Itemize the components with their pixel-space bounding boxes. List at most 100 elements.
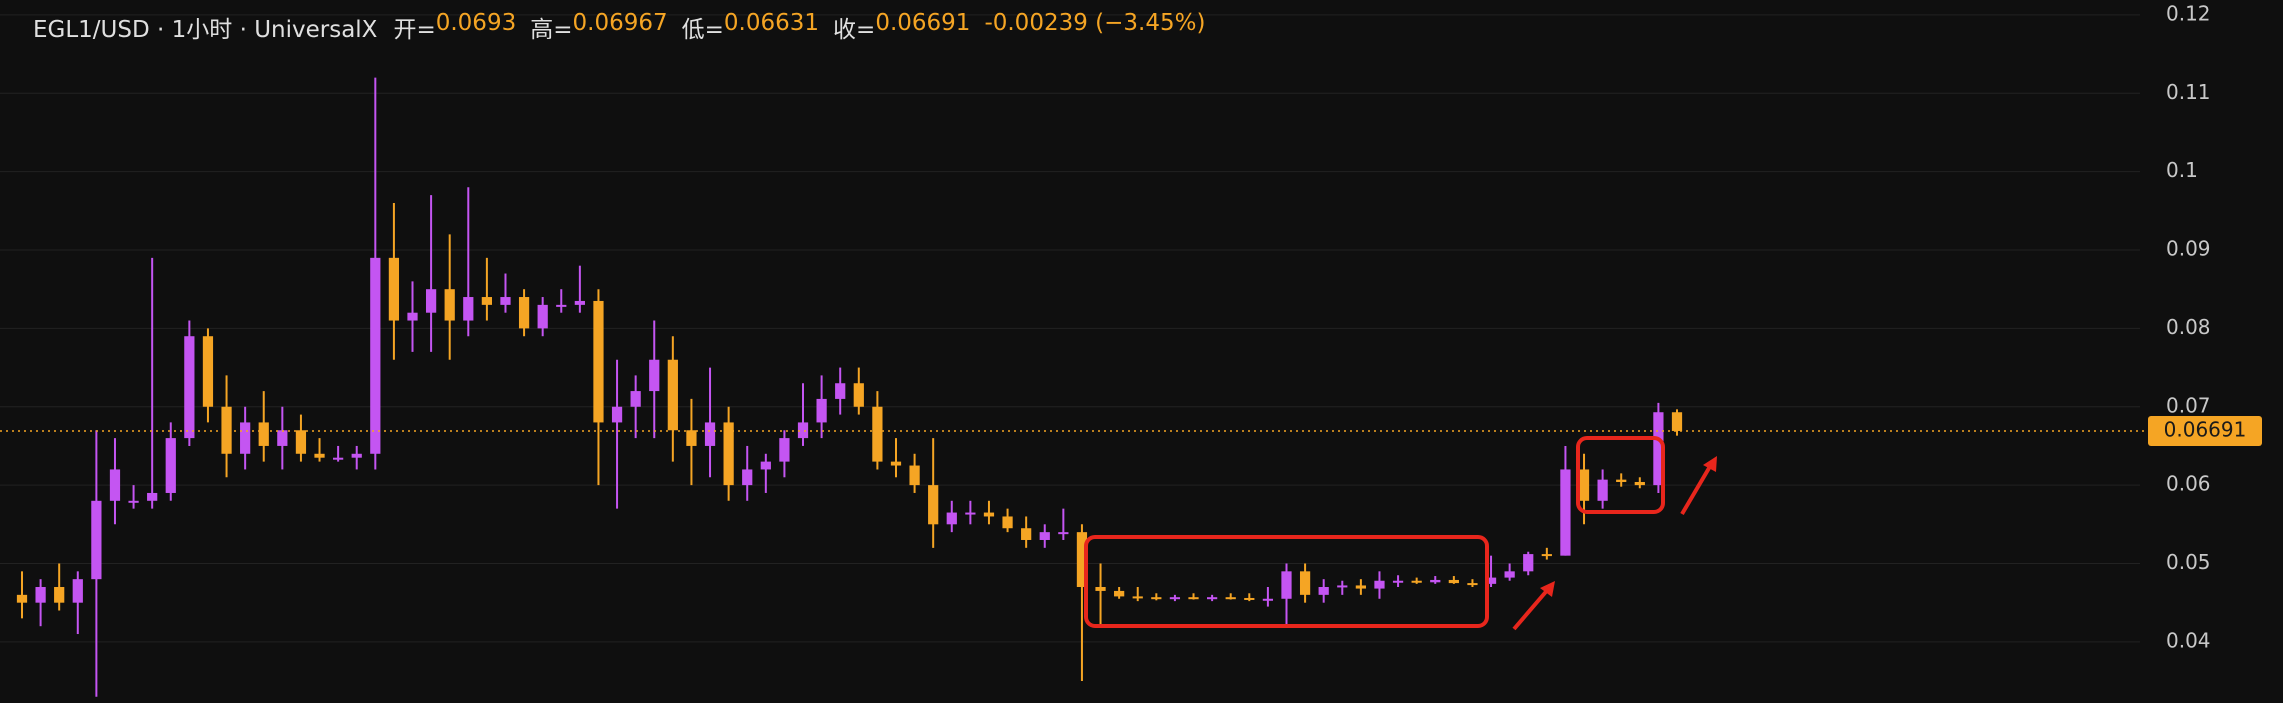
legend-label: 高= — [530, 17, 573, 43]
candle-body — [258, 422, 269, 446]
candle-body — [1504, 571, 1515, 578]
candle-body — [1392, 580, 1404, 583]
candle-body — [1671, 412, 1683, 431]
candle-body — [295, 430, 307, 454]
legend: EGL1/USD · 1小时 · UniversalX 开= 0.0693 高= 0… — [33, 10, 1219, 44]
candle-body — [909, 465, 920, 486]
candle-body — [1448, 579, 1459, 584]
candle-body — [686, 430, 697, 446]
grid — [0, 14, 2140, 643]
y-tick-label: 0.07 — [2166, 393, 2211, 417]
price-axis: 0.04 0.05 0.06 0.07 0.08 0.09 0.1 0.11 0.12 0.066… — [2148, 1, 2262, 652]
candle-body — [537, 304, 548, 329]
arrow-head — [1703, 456, 1717, 472]
candle-body — [779, 438, 790, 462]
candle-body — [1653, 412, 1664, 486]
last-price-tag — [2148, 415, 2262, 446]
arrow-head — [1540, 581, 1555, 597]
candle-body — [667, 359, 678, 431]
candle-body — [965, 512, 976, 515]
candle-body — [1114, 590, 1125, 597]
candle-body — [1095, 587, 1106, 591]
annotations — [1084, 436, 1714, 631]
candle-body — [109, 469, 121, 501]
candle-body — [1021, 528, 1032, 540]
y-tick-label: 0.09 — [2166, 237, 2211, 261]
candle-body — [1132, 596, 1143, 599]
candle-body — [444, 289, 455, 321]
candle-body — [630, 391, 641, 407]
candle-body — [649, 359, 660, 392]
candle-body — [91, 500, 102, 580]
candle-body — [556, 304, 567, 307]
candle-body — [1616, 479, 1627, 482]
candle-body — [1597, 479, 1608, 501]
candle-body — [835, 383, 846, 399]
candle-body — [983, 512, 995, 517]
candle-body — [35, 587, 46, 603]
candle-body — [1318, 587, 1329, 595]
candle-body — [314, 453, 325, 458]
candle-body — [853, 383, 864, 407]
legend-value: 0.0693 — [435, 10, 517, 36]
candle-body — [1485, 577, 1497, 584]
candle-body — [370, 257, 381, 454]
candle-body — [221, 406, 232, 454]
legend-value: 0.06691 — [875, 10, 971, 36]
candle-body — [1355, 585, 1366, 589]
y-tick-label: 0.11 — [2166, 80, 2211, 104]
candle-body — [797, 422, 809, 439]
candle-body — [240, 422, 251, 454]
candle-body — [1281, 571, 1292, 599]
candle-body — [1244, 597, 1255, 600]
candle-body — [72, 579, 83, 603]
candle-body — [1560, 469, 1571, 556]
legend-label: 低= — [681, 17, 724, 43]
candle-body — [816, 398, 827, 423]
candle-body — [928, 485, 939, 525]
legend-value: 0.06631 — [723, 10, 820, 36]
last-price-label: 0.06691 — [2164, 417, 2247, 441]
candle-body — [500, 297, 511, 305]
highlight-box — [1084, 535, 1489, 628]
candle-body — [1337, 585, 1348, 588]
candle-body — [1225, 597, 1236, 600]
candles — [0, 77, 2148, 697]
candle-body — [1467, 583, 1478, 586]
highlight-box — [1576, 436, 1665, 514]
y-tick-label: 0.06 — [2166, 472, 2211, 496]
candle-body — [704, 422, 716, 446]
candle-body — [1002, 516, 1013, 529]
y-tick-label: 0.04 — [2166, 628, 2211, 652]
candle-body — [760, 461, 771, 470]
candle-body — [1151, 597, 1162, 600]
legend-value: 0.06967 — [572, 10, 668, 36]
candle-body — [574, 300, 585, 305]
candle-body — [425, 289, 437, 313]
arrow — [1512, 585, 1552, 631]
candle-body — [872, 406, 883, 462]
y-tick-label: 0.08 — [2166, 315, 2211, 339]
candle-body — [481, 297, 493, 305]
candle-body — [184, 336, 195, 439]
candle-body — [890, 461, 902, 466]
candle-body — [1523, 554, 1534, 572]
y-tick-label: 0.12 — [2166, 1, 2211, 25]
candle-body — [1374, 580, 1385, 589]
candle-body — [1578, 469, 1590, 501]
candle-body — [1634, 481, 1645, 486]
legend-label: 收= — [833, 17, 876, 43]
candle-body — [1541, 554, 1552, 557]
y-tick-label: 0.05 — [2166, 550, 2211, 574]
candle-body — [1262, 598, 1274, 601]
legend-label: 开= — [393, 17, 436, 43]
candle-body — [333, 457, 344, 460]
candle-body — [723, 422, 734, 486]
candle-body — [165, 438, 176, 493]
candle-body — [463, 297, 474, 321]
candle-body — [1169, 597, 1181, 600]
candle-body — [1058, 532, 1069, 535]
candle-body — [1206, 597, 1218, 600]
candle-body — [1430, 579, 1441, 583]
